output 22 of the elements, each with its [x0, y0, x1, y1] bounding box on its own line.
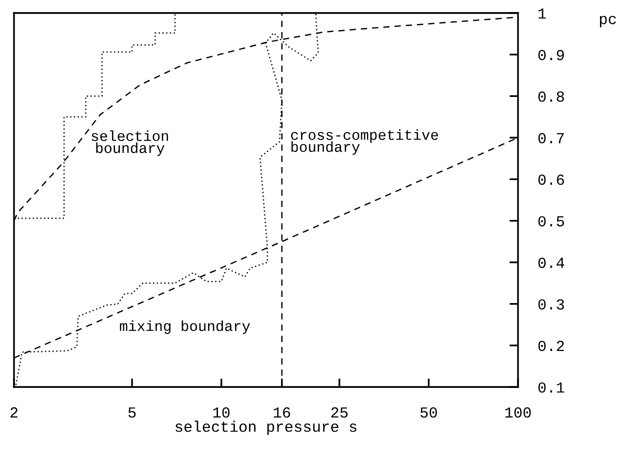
annotation: mixing boundary	[120, 320, 250, 334]
annotation: cross-competitive boundary	[291, 129, 438, 155]
y-tick-label: 0.6	[538, 174, 564, 185]
y-tick-label: 1	[538, 8, 546, 19]
y-tick-label: 0.2	[538, 340, 564, 352]
x-tick-label: 10	[213, 407, 230, 418]
y-tick-label: 0.4	[538, 258, 564, 268]
y-tick-label: 0.9	[538, 50, 564, 60]
y-tick-label: 0.7	[538, 132, 564, 144]
y-axis-title: pc	[600, 16, 616, 28]
x-tick-label: 5	[128, 407, 136, 418]
annotation: selection boundary	[92, 130, 168, 156]
y-tick-label: 0.5	[538, 216, 564, 226]
x-tick-label: 25	[331, 407, 348, 418]
x-tick-label: 16	[274, 407, 290, 418]
y-tick-label: 0.3	[538, 299, 564, 310]
y-tick-label: 0.1	[538, 382, 564, 393]
x-tick-label: 50	[420, 407, 437, 418]
x-axis-title: selection pressure s	[176, 420, 356, 435]
x-tick-label: 100	[505, 407, 531, 418]
y-tick-label: 0.8	[538, 91, 564, 102]
x-tick-label: 2	[10, 407, 18, 418]
